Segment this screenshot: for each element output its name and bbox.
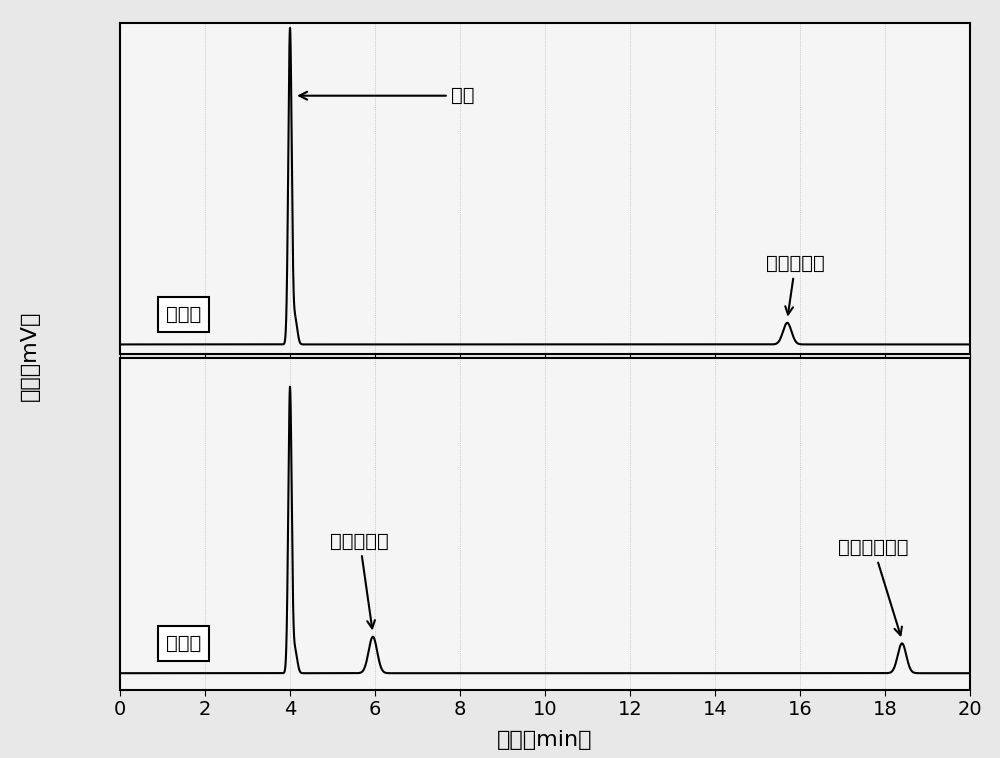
Text: 反应后: 反应后 xyxy=(166,634,201,653)
X-axis label: 时间（min）: 时间（min） xyxy=(497,730,593,750)
Text: 甲醇: 甲醇 xyxy=(299,86,475,105)
Text: 碳酸二甲酱: 碳酸二甲酱 xyxy=(330,531,389,628)
Text: 草酸二甲酱: 草酸二甲酱 xyxy=(766,254,825,315)
Text: 氨基甲酸甲酱: 氨基甲酸甲酱 xyxy=(838,538,909,635)
Text: 信号（mV）: 信号（mV） xyxy=(20,311,40,402)
Text: 反应前: 反应前 xyxy=(166,305,201,324)
